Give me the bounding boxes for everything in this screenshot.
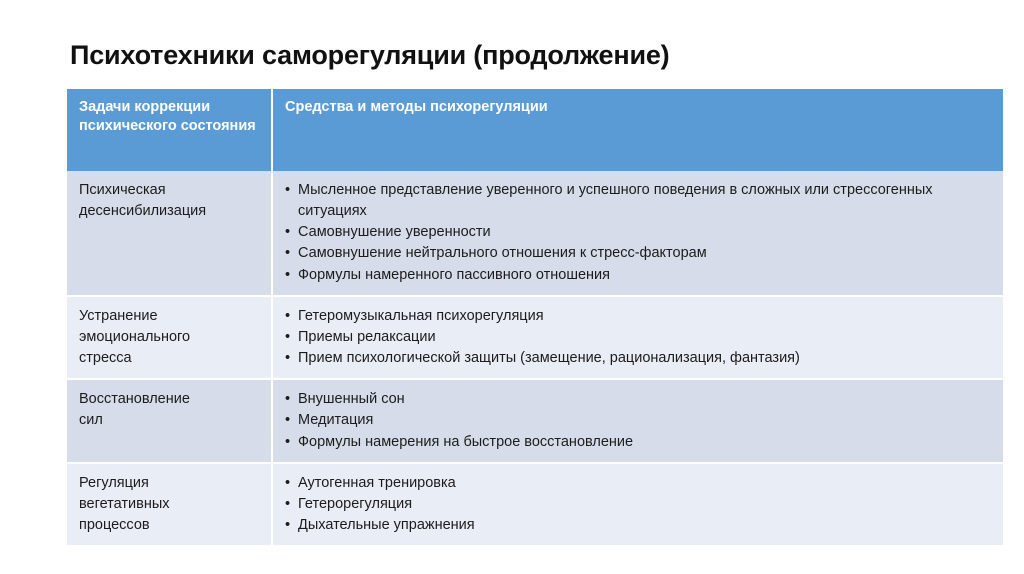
list-item: Самовнушение уверенности <box>285 222 993 243</box>
row-task-label: Восстановление сил <box>67 379 273 464</box>
page-title: Психотехники саморегуляции (продолжение) <box>70 40 670 71</box>
list-item: Медитация <box>285 410 993 431</box>
table-row: Восстановление сил Внушенный сон Медитац… <box>67 379 1003 464</box>
row-task-label: Психическая десенсибилизация <box>67 171 273 297</box>
list-item: Аутогенная тренировка <box>285 473 993 494</box>
list-item: Самовнушение нейтрального отношения к ст… <box>285 243 993 264</box>
methods-list: Внушенный сон Медитация Формулы намерени… <box>285 389 993 453</box>
psychotechnics-table-container: Задачи коррекции психического состояния … <box>67 89 1003 546</box>
row-methods-cell: Гетеромузыкальная психорегуляция Приемы … <box>272 295 1003 381</box>
list-item: Прием психологической защиты (замещение,… <box>285 348 993 369</box>
list-item: Гетеромузыкальная психорегуляция <box>285 306 993 327</box>
psychotechnics-table: Задачи коррекции психического состояния … <box>67 89 1003 546</box>
row-methods-cell: Аутогенная тренировка Гетерорегуляция Ды… <box>272 462 1003 546</box>
table-header: Задачи коррекции психического состояния … <box>67 89 1003 171</box>
methods-list: Аутогенная тренировка Гетерорегуляция Ды… <box>285 473 993 537</box>
column-header-tasks: Задачи коррекции психического состояния <box>67 89 273 171</box>
list-item: Гетерорегуляция <box>285 494 993 515</box>
table-header-row: Задачи коррекции психического состояния … <box>67 89 1003 171</box>
row-task-label: Устранение эмоционального стресса <box>67 295 273 381</box>
row-methods-cell: Мысленное представление уверенного и усп… <box>272 171 1003 297</box>
list-item: Формулы намерения на быстрое восстановле… <box>285 432 993 453</box>
row-task-label: Регуляция вегетативных процессов <box>67 462 273 546</box>
methods-list: Гетеромузыкальная психорегуляция Приемы … <box>285 306 993 370</box>
methods-list: Мысленное представление уверенного и усп… <box>285 180 993 286</box>
table-row: Регуляция вегетативных процессов Аутоген… <box>67 462 1003 546</box>
list-item: Приемы релаксации <box>285 327 993 348</box>
table-body: Психическая десенсибилизация Мысленное п… <box>67 171 1003 546</box>
table-row: Психическая десенсибилизация Мысленное п… <box>67 171 1003 297</box>
list-item: Мысленное представление уверенного и усп… <box>285 180 993 222</box>
table-row: Устранение эмоционального стресса Гетеро… <box>67 295 1003 381</box>
list-item: Дыхательные упражнения <box>285 515 993 536</box>
column-header-methods: Средства и методы психорегуляции <box>272 89 1003 171</box>
list-item: Внушенный сон <box>285 389 993 410</box>
row-methods-cell: Внушенный сон Медитация Формулы намерени… <box>272 379 1003 464</box>
list-item: Формулы намеренного пассивного отношения <box>285 265 993 286</box>
